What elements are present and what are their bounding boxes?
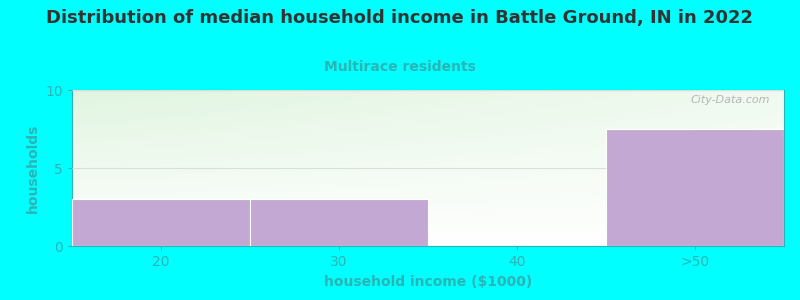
Bar xyxy=(606,129,784,246)
X-axis label: household income ($1000): household income ($1000) xyxy=(324,274,532,289)
Y-axis label: households: households xyxy=(26,123,40,213)
Text: Distribution of median household income in Battle Ground, IN in 2022: Distribution of median household income … xyxy=(46,9,754,27)
Bar xyxy=(72,199,250,246)
Text: City-Data.com: City-Data.com xyxy=(690,95,770,105)
Bar xyxy=(250,199,428,246)
Text: Multirace residents: Multirace residents xyxy=(324,60,476,74)
